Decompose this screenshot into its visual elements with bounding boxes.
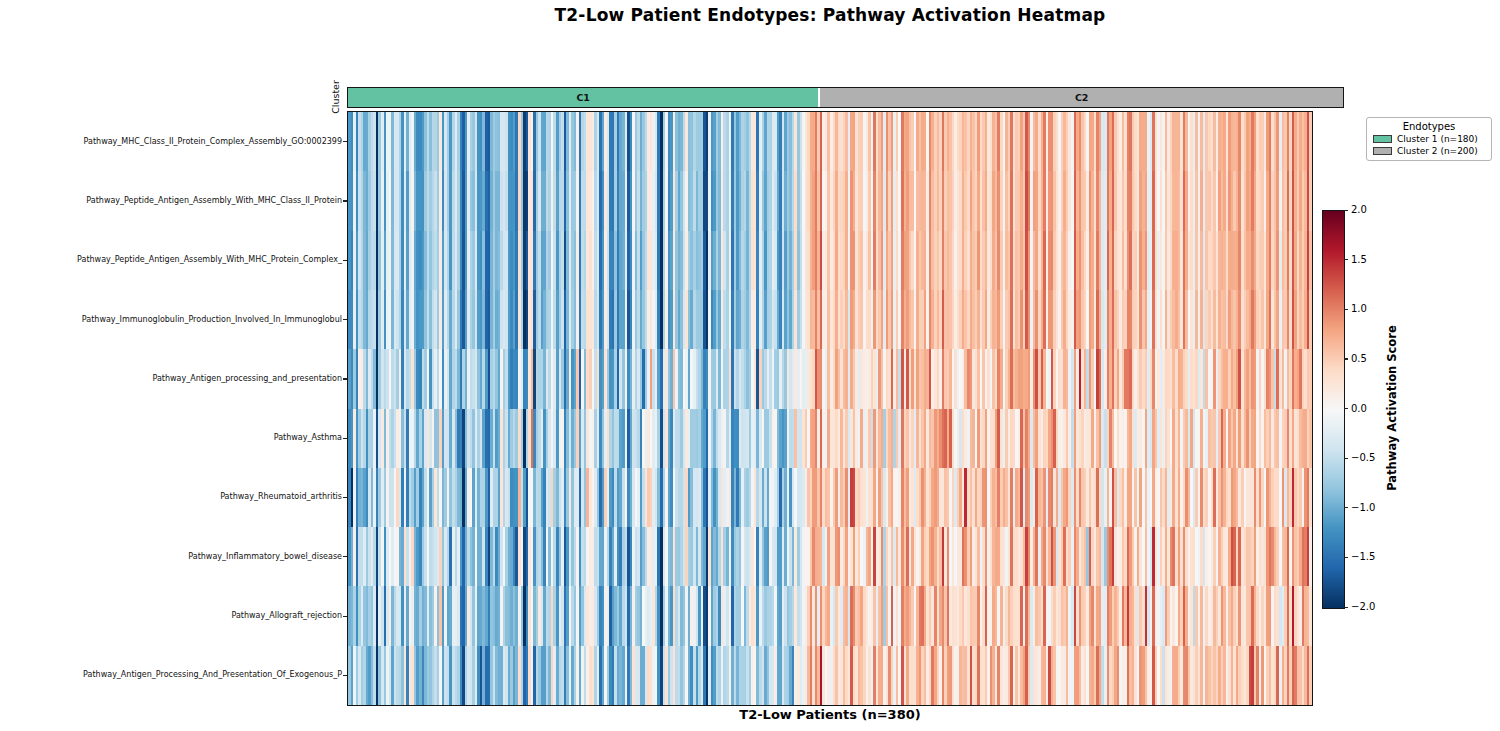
colorbar-tick-label: 1.5 — [1351, 254, 1391, 266]
colorbar-tick-label: 2.0 — [1351, 204, 1391, 216]
colorbar-tick — [1344, 210, 1348, 211]
row-label: Pathway_Antigen_processing_and_presentat… — [0, 374, 342, 384]
row-label: Pathway_Rheumatoid_arthritis — [0, 492, 342, 502]
figure: T2-Low Patient Endotypes: Pathway Activa… — [0, 0, 1500, 731]
cluster2-bar-segment: C2 — [820, 88, 1343, 107]
colorbar-tick — [1344, 259, 1348, 260]
cluster1-legend-label: Cluster 1 (n=180) — [1397, 134, 1478, 144]
cluster2-legend-label: Cluster 2 (n=200) — [1397, 146, 1478, 156]
row-label: Pathway_Asthma — [0, 433, 342, 443]
y-axis-tick — [343, 616, 347, 617]
colorbar-tick — [1344, 507, 1348, 508]
cluster1-bar-segment: C1 — [348, 88, 818, 107]
colorbar-axis-label: Pathway Activation Score — [1382, 313, 1402, 503]
colorbar-tick — [1344, 408, 1348, 409]
colorbar-tick — [1344, 309, 1348, 310]
colorbar-tick-label: −1.0 — [1351, 502, 1391, 514]
y-axis-tick — [343, 556, 347, 557]
legend-item-cluster1: Cluster 1 (n=180) — [1371, 134, 1487, 144]
legend-title: Endotypes — [1371, 121, 1487, 132]
cluster2-bar-label: C2 — [1075, 92, 1089, 103]
y-axis-tick — [343, 200, 347, 201]
row-label: Pathway_Antigen_Processing_And_Presentat… — [0, 670, 342, 680]
y-axis-tick — [343, 378, 347, 379]
y-axis-tick — [343, 141, 347, 142]
cluster2-swatch — [1373, 147, 1392, 155]
y-axis-tick — [343, 319, 347, 320]
row-label: Pathway_Allograft_rejection — [0, 611, 342, 621]
colorbar-tick — [1344, 607, 1348, 608]
colorbar-tick — [1344, 557, 1348, 558]
legend-item-cluster2: Cluster 2 (n=200) — [1371, 146, 1487, 156]
heatmap-frame — [347, 111, 1313, 706]
row-label: Pathway_Inflammatory_bowel_disease — [0, 552, 342, 562]
chart-title: T2-Low Patient Endotypes: Pathway Activa… — [348, 5, 1312, 25]
row-label: Pathway_Peptide_Antigen_Assembly_With_MH… — [0, 196, 342, 206]
colorbar-tick-label: −2.0 — [1351, 601, 1391, 613]
cluster-axis-label: Cluster — [330, 67, 342, 127]
colorbar — [1322, 210, 1345, 609]
y-axis-tick — [343, 438, 347, 439]
colorbar-tick — [1344, 458, 1348, 459]
row-label: Pathway_Immunoglobulin_Production_Involv… — [0, 315, 342, 325]
colorbar-tick — [1344, 358, 1348, 359]
x-axis-label: T2-Low Patients (n=380) — [348, 707, 1312, 722]
cluster-annotation-bar: C1 C2 — [347, 87, 1344, 108]
row-label: Pathway_Peptide_Antigen_Assembly_With_MH… — [0, 255, 342, 265]
cluster1-swatch — [1373, 135, 1392, 143]
heatmap-canvas — [348, 112, 1312, 705]
colorbar-tick-label: −1.5 — [1351, 551, 1391, 563]
y-axis-tick — [343, 260, 347, 261]
y-axis-tick — [343, 675, 347, 676]
cluster1-bar-label: C1 — [576, 92, 590, 103]
y-axis-tick — [343, 497, 347, 498]
row-label: Pathway_MHC_Class_II_Protein_Complex_Ass… — [0, 137, 342, 147]
endotypes-legend: Endotypes Cluster 1 (n=180) Cluster 2 (n… — [1366, 117, 1492, 161]
